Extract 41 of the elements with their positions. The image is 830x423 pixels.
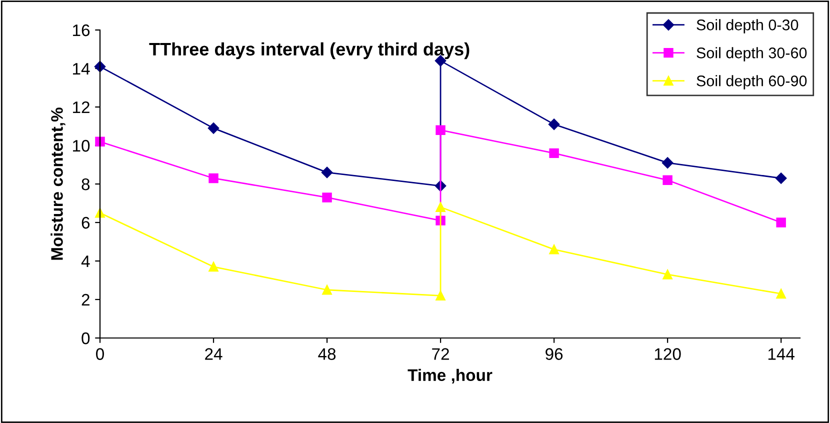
point: [548, 118, 560, 130]
x-axis-title: Time ,hour: [408, 368, 492, 384]
x-tick-label: 72: [432, 348, 449, 360]
legend-label: Soil depth 60-90: [696, 75, 807, 90]
point: [775, 172, 787, 184]
y-tick-label: 16: [73, 24, 90, 36]
x-tick-label: 0: [96, 348, 104, 360]
x-tick-label: 24: [205, 348, 222, 360]
point: [662, 157, 674, 168]
point: [549, 148, 559, 158]
text: TThree days interval (evry third days): [149, 42, 470, 60]
point: [776, 288, 786, 299]
y-tick-label: 0: [82, 332, 90, 344]
point: [662, 270, 672, 280]
y-tick-label: 12: [73, 101, 90, 114]
point: [208, 262, 218, 272]
x-tick-label: 96: [546, 348, 563, 360]
point: [95, 136, 105, 147]
point: [322, 285, 332, 295]
y-tick-label: 14: [73, 63, 90, 75]
x-tick-label: 144: [768, 348, 794, 360]
y-tick-label: 2: [82, 294, 90, 306]
point: [322, 192, 332, 202]
point: [436, 290, 446, 301]
point: [208, 122, 220, 134]
point: [208, 173, 218, 184]
y-axis-title: Moisture content,%: [50, 108, 66, 260]
x-tick-label: 48: [318, 348, 336, 360]
y-tick-label: 10: [73, 140, 90, 152]
y-tick-label: 4: [81, 256, 90, 268]
point: [321, 166, 333, 178]
point: [436, 202, 446, 212]
legend-label: Soil depth 0-30: [696, 19, 798, 34]
legend-label: Soil depth 30-60: [696, 47, 807, 62]
point: [776, 218, 786, 228]
x-tick-label: 120: [654, 348, 681, 360]
point: [436, 125, 446, 135]
y-tick-label: 8: [82, 178, 90, 190]
y-tick-label: 6: [82, 216, 90, 229]
point: [662, 175, 672, 186]
point: [549, 244, 559, 254]
